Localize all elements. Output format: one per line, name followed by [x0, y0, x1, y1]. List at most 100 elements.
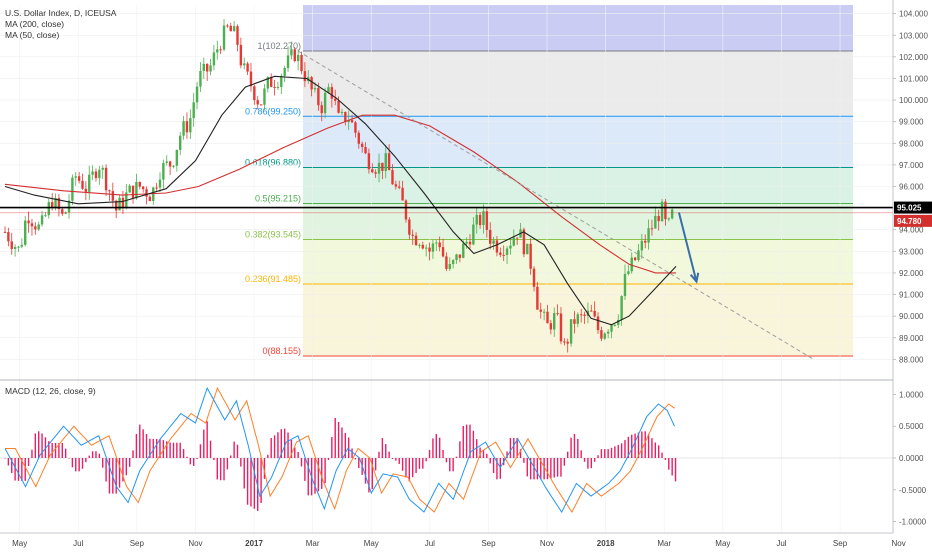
macd-histogram-bar [607, 449, 609, 458]
candle-body [222, 25, 226, 50]
candle-body [71, 177, 74, 201]
macd-histogram-bar [172, 442, 175, 458]
candle-body [202, 63, 206, 71]
candle-body [606, 331, 610, 334]
candle-body [327, 87, 330, 93]
macd-histogram-bar [51, 442, 53, 458]
macd-histogram-bar [577, 438, 579, 458]
macd-histogram-bar [657, 445, 660, 458]
ma200-line [4, 114, 676, 274]
macd-histogram-bar [267, 454, 269, 458]
time-axis[interactable]: May Jul Sep Nov 2017 Mar May Jul Sep Nov 2018 Mar Ma… [0, 532, 906, 548]
macd-histogram-bar [358, 458, 360, 469]
macd-histogram-bar [610, 447, 613, 458]
candle-body [660, 201, 664, 222]
candle-body [101, 167, 104, 170]
candle-body [357, 132, 360, 144]
macd-histogram-bar [152, 438, 154, 458]
candle-body [579, 314, 583, 316]
forecast-arrow-shaft [677, 212, 698, 282]
macd-histogram-bar [654, 442, 657, 458]
candle-body [317, 88, 320, 106]
drawings[interactable] [0, 50, 893, 360]
macd-histogram-bar [438, 437, 441, 458]
candle-body [451, 260, 455, 265]
macd-tick-label: -1.0000 [899, 518, 927, 527]
macd-histogram-bar [553, 458, 555, 478]
candle-body [647, 228, 650, 243]
candle-body [549, 323, 553, 330]
macd-histogram-bar [317, 458, 320, 492]
candle-body [98, 169, 101, 179]
candle-body [596, 316, 600, 331]
macd-histogram-bar [347, 437, 350, 458]
fib-zone [303, 51, 853, 117]
candle-body [569, 319, 573, 344]
candle-body [199, 70, 202, 87]
fibonacci-retracement[interactable]: 1(102.270) 0.786(99.250) 0.618(96.880) 0.5(… [245, 5, 853, 357]
time-tick-label: Sep [130, 539, 145, 548]
candle-body [462, 243, 465, 258]
candle-body [44, 215, 47, 217]
macd-histogram-bar [445, 458, 448, 463]
macd-histogram-bar [556, 458, 559, 477]
macd-histogram-bar [277, 432, 279, 458]
fib-level-label: 0.786(99.250) [245, 106, 301, 116]
macd-histogram-bar [597, 455, 599, 458]
fib-level-label: 0.5(95.215) [255, 193, 301, 203]
time-tick-label: Jul [776, 539, 786, 548]
candle-body [37, 224, 40, 230]
macd-histogram-bar [600, 449, 603, 458]
candle-body [391, 170, 394, 185]
macd-histogram-bar [14, 458, 16, 481]
candle-body [7, 232, 10, 242]
macd-histogram-bar [250, 458, 252, 507]
candle-body [108, 190, 111, 192]
macd-histogram-bar [486, 453, 488, 458]
candle-body [158, 179, 162, 188]
candle-body [303, 71, 307, 82]
candle-body [185, 121, 189, 133]
macd-histogram-bar [95, 451, 97, 458]
candle-body [633, 257, 637, 261]
macd-histogram-bar [145, 434, 148, 458]
macd-histogram-bar [155, 438, 158, 458]
macd-histogram-bar [300, 458, 303, 467]
candle-body [269, 77, 273, 87]
price-axis[interactable]: 104.000 103.000 102.000 101.000 100.000 99.00… [892, 0, 932, 550]
macd-histogram-bar [115, 458, 117, 494]
candle-body [495, 240, 499, 253]
macd-histogram-bar [523, 458, 525, 463]
macd-histogram-bar [324, 458, 326, 484]
candle-body [152, 187, 155, 202]
macd-histogram-bar [388, 451, 390, 458]
candle-body [155, 187, 158, 189]
candle-body [590, 310, 593, 312]
candle-body [667, 218, 670, 220]
candle-body [620, 296, 623, 320]
candle-body [384, 153, 387, 171]
candle-body [603, 333, 606, 339]
macd-histogram-bar [560, 458, 562, 477]
candle-body [175, 149, 179, 166]
price-candles [3, 19, 674, 353]
macd-histogram-bar [432, 438, 434, 458]
macd-histogram-bar [509, 437, 512, 458]
macd-line [4, 386, 675, 513]
macd-histogram-bar [462, 425, 464, 458]
candle-body [81, 180, 84, 189]
macd-histogram-bar [631, 434, 633, 458]
macd-histogram-bar [270, 437, 272, 458]
macd-tick-label: 1.0000 [899, 390, 924, 399]
macd-tick-label: 0.0000 [899, 454, 924, 463]
macd-histogram-bar [179, 442, 181, 458]
candle-body [566, 341, 569, 344]
macd-histogram-bar [64, 448, 67, 458]
candle-body [350, 120, 354, 123]
time-tick-label: Nov [892, 539, 906, 548]
candle-body [623, 273, 627, 297]
macd-histogram-bar [354, 458, 357, 460]
macd-histogram-bar [4, 458, 6, 459]
candle-body [3, 231, 7, 233]
